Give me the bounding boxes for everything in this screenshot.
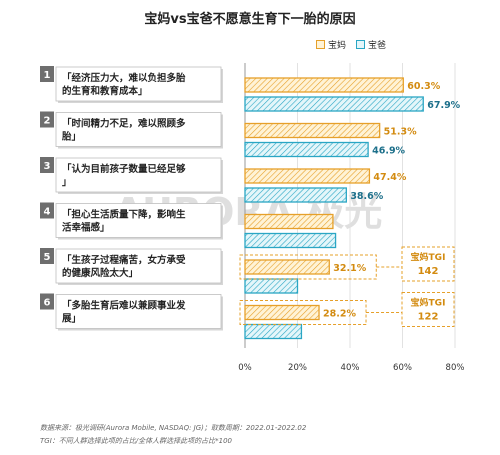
bar-dad (244, 232, 337, 249)
footer: 数据来源：极光调研(Aurora Mobile, NASDAQ: JG)；取数周… (40, 422, 306, 448)
category-label: 「多胎生育后难以兼顾事业发展」 (62, 300, 186, 325)
x-tick-label: 60% (393, 363, 412, 373)
bar-mom (244, 77, 404, 93)
category-number-box (40, 111, 54, 128)
x-tick-label: 20% (288, 363, 307, 373)
x-tick-label: 0% (238, 363, 252, 373)
bar-mom (244, 259, 330, 275)
category-label-box (55, 157, 222, 193)
bar-dad (244, 96, 424, 112)
category-label-box (55, 294, 222, 329)
bar-dad (244, 323, 303, 340)
legend-item-dad: 宝爸 (356, 38, 386, 51)
bar-label-dad: 67.9% (427, 100, 460, 111)
bar-dad (244, 187, 347, 203)
category-number: 2 (44, 116, 51, 127)
category-label-box (55, 66, 222, 102)
bar-label-mom: 60.3% (407, 81, 440, 92)
category-label-box (55, 203, 222, 238)
category-label-box (55, 112, 222, 147)
category-number: 1 (44, 70, 51, 81)
bar-label-mom: 32.1% (333, 263, 366, 274)
category-label: 「认为目前孩子数量已经足够」 (62, 163, 186, 188)
tgi-callout-value: 122 (418, 312, 439, 323)
x-tick-label: 40% (341, 363, 360, 373)
bar-dad (244, 141, 369, 158)
category-number: 4 (44, 207, 51, 218)
bar-label-mom: 51.3% (384, 127, 417, 138)
tgi-callout-label: 宝妈TGI (411, 251, 446, 263)
bar-mom (244, 122, 381, 139)
chart-legend: 宝妈 宝爸 (316, 38, 386, 51)
category-label-box (55, 248, 222, 284)
legend-swatch-dad (356, 40, 366, 49)
bar-mom (244, 304, 320, 321)
category-number-box (40, 157, 54, 173)
tgi-callout-box (401, 246, 455, 282)
category-label: 「经济压力大，难以负担多胎的生育和教育成本」 (62, 72, 186, 97)
category-label: 「时间精力不足，难以照顾多胎」 (61, 118, 186, 143)
legend-label-dad: 宝爸 (368, 41, 387, 51)
legend-item-mom: 宝妈 (316, 38, 346, 51)
category-number-box (40, 66, 54, 82)
bar-mom (244, 213, 334, 230)
bar-dad (244, 278, 299, 294)
bar-label-mom: 28.2% (323, 309, 356, 320)
bar-mom (244, 168, 371, 184)
tgi-callout-value: 142 (418, 266, 439, 277)
legend-swatch-mom (316, 40, 325, 49)
legend-label-mom: 宝妈 (328, 41, 347, 51)
bar-label-dad: 46.9% (372, 146, 405, 157)
x-tick-label: 80% (446, 363, 465, 373)
tgi-callout-label: 宝妈TGI (411, 297, 446, 309)
footer-tgi-note: TGI：不同人群选择此项的占比/全体人群选择此项的占比*100 (40, 437, 232, 445)
tgi-callout-box (401, 292, 455, 327)
category-number: 3 (44, 161, 51, 172)
bar-label-mom: 47.4% (373, 172, 406, 183)
category-number: 6 (44, 298, 51, 309)
category-label: 「担心生活质量下降，影响生活幸福感」 (62, 209, 186, 234)
chart-title: 宝妈vs宝爸不愿意生育下一胎的原因 (144, 12, 356, 27)
category-number-box (40, 293, 54, 310)
category-label: 「生孩子过程痛苦，女方承受的健康风险太大」 (62, 254, 186, 279)
category-number-box (40, 248, 54, 264)
category-number-box (40, 202, 54, 219)
category-number: 5 (44, 252, 51, 263)
footer-source: 数据来源：极光调研(Aurora Mobile, NASDAQ: JG)；取数周… (40, 424, 307, 432)
bar-label-dad: 38.6% (350, 191, 383, 202)
